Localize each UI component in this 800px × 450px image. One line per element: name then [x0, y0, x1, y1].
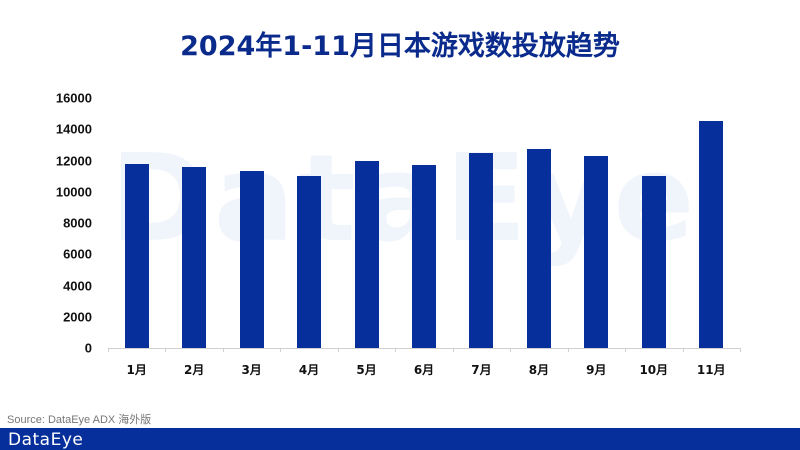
x-tick-label: 9月 [586, 363, 607, 377]
x-tick-mark [222, 348, 224, 352]
y-tick-label: 8000 [63, 215, 92, 231]
x-tick-mark [280, 348, 282, 352]
bar-10月 [641, 175, 666, 348]
bar-5月 [354, 160, 379, 348]
chart-title: 2024年1-11月日本游戏数投放趋势 [180, 31, 620, 62]
y-tick-label: 4000 [63, 278, 92, 293]
dataeye-logo: DataEye [8, 430, 84, 450]
x-axis-line [108, 348, 740, 349]
x-tick-mark [682, 348, 684, 352]
y-tick-label: 2000 [63, 309, 92, 325]
x-tick-mark [625, 348, 627, 352]
y-tick-label: 16000 [55, 90, 92, 106]
y-tick-label: 14000 [55, 121, 92, 137]
source-note: Source: DataEye ADX 海外版 [7, 414, 152, 426]
x-tick-mark [337, 348, 339, 352]
x-tick-label: 4月 [298, 363, 320, 377]
x-tick-label: 6月 [413, 363, 435, 377]
y-tick-label: 6000 [63, 246, 92, 262]
bar-9月 [584, 155, 609, 348]
bar-2月 [182, 166, 207, 348]
x-tick-label: 2月 [183, 363, 205, 377]
y-tick-label: 12000 [55, 153, 92, 168]
x-tick-mark [108, 348, 109, 352]
bar-4月 [297, 175, 322, 348]
bar-8月 [526, 148, 551, 348]
y-tick-label: 10000 [55, 184, 92, 200]
x-tick-label: 10月 [639, 363, 669, 377]
bar-3月 [239, 170, 264, 348]
x-tick-label: 1月 [126, 363, 147, 377]
x-tick-mark [395, 348, 397, 352]
bar-7月 [469, 153, 494, 348]
x-tick-label: 8月 [528, 363, 550, 377]
x-tick-label: 7月 [471, 363, 492, 377]
x-tick-label: 3月 [241, 363, 262, 377]
x-tick-label: 5月 [356, 363, 377, 377]
footer-bar [0, 428, 800, 450]
x-tick-mark [567, 348, 569, 352]
bar-1月 [124, 163, 149, 348]
x-tick-mark [740, 348, 741, 352]
x-tick-mark [165, 348, 167, 352]
bar-11月 [699, 120, 724, 348]
bar-6月 [412, 165, 436, 348]
x-tick-mark [510, 348, 512, 352]
x-tick-mark [452, 348, 454, 352]
x-tick-label: 11月 [696, 363, 726, 377]
y-tick-label: 0 [84, 340, 92, 356]
